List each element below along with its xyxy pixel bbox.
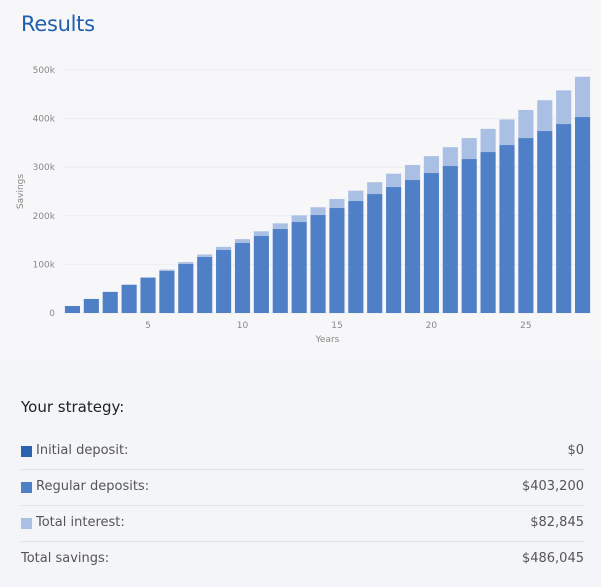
x-axis-ticks: 5 10 15 20 25 [145, 321, 531, 331]
bar-interest[interactable] [272, 223, 288, 230]
bar-interest[interactable] [178, 262, 194, 265]
bar-interest[interactable] [442, 147, 458, 167]
bar-interest[interactable] [461, 138, 477, 160]
divider [21, 541, 584, 542]
bar-deposits[interactable] [329, 208, 345, 313]
x-tick-label: 15 [331, 321, 342, 331]
bar-interest[interactable] [310, 207, 326, 216]
bar-interest[interactable] [386, 173, 402, 188]
y-tick-label: 100k [33, 260, 56, 270]
bar-interest[interactable] [348, 190, 364, 202]
bar-interest[interactable] [556, 90, 572, 125]
bar-deposits[interactable] [121, 285, 137, 313]
bar-interest[interactable] [216, 246, 232, 251]
bar-deposits[interactable] [556, 124, 572, 313]
bar-deposits[interactable] [253, 236, 269, 313]
bar-deposits[interactable] [102, 292, 118, 313]
bar-interest[interactable] [404, 164, 421, 181]
bar-interest[interactable] [121, 284, 137, 286]
divider [21, 505, 584, 506]
bar-deposits[interactable] [197, 257, 213, 313]
strategy-panel: Your strategy: Initial deposit: $0 Regul… [0, 360, 601, 587]
regular-deposits-value: $403,200 [521, 479, 584, 494]
bar-interest[interactable] [329, 199, 345, 209]
initial-deposit-label: Initial deposit: [36, 443, 129, 458]
total-interest-label: Total interest: [36, 515, 125, 530]
bar-interest[interactable] [234, 239, 251, 244]
initial-deposit-row: Initial deposit: $0 [21, 442, 584, 464]
bar-interest[interactable] [197, 254, 213, 258]
bar-deposits[interactable] [367, 194, 383, 313]
x-axis-label: Years [315, 335, 340, 345]
bar-deposits[interactable] [291, 222, 307, 313]
bar-interest[interactable] [291, 215, 307, 223]
regular-deposits-row: Regular deposits: $403,200 [21, 478, 584, 500]
bar-deposits[interactable] [404, 180, 421, 313]
total-interest-row: Total interest: $82,845 [21, 514, 584, 536]
savings-chart: 0 100k 200k 300k 400k 500k 5 10 15 20 25 Years Sa… [16, 66, 592, 345]
bar-deposits[interactable] [348, 201, 364, 313]
x-tick-label: 10 [237, 321, 249, 331]
results-title: Results [21, 12, 95, 36]
y-tick-label: 500k [33, 66, 56, 76]
bar-deposits[interactable] [216, 250, 232, 313]
bar-interest[interactable] [159, 269, 175, 272]
x-tick-label: 5 [145, 321, 151, 331]
y-tick-label: 300k [33, 163, 56, 173]
initial-deposit-swatch [21, 446, 32, 457]
bar-deposits[interactable] [480, 152, 496, 313]
strategy-title: Your strategy: [21, 398, 125, 416]
bar-deposits[interactable] [499, 145, 515, 313]
bar-interest[interactable] [499, 119, 515, 146]
bar-interest[interactable] [140, 277, 156, 279]
bar-interest[interactable] [253, 231, 269, 237]
divider [21, 469, 584, 470]
bar-interest[interactable] [537, 100, 553, 132]
bar-deposits[interactable] [310, 215, 326, 313]
total-interest-value: $82,845 [530, 515, 584, 530]
total-savings-label: Total savings: [21, 551, 110, 566]
bar-interest[interactable] [423, 156, 439, 174]
total-savings-row: Total savings: $486,045 [21, 550, 584, 572]
y-tick-label: 0 [49, 309, 55, 319]
bar-deposits[interactable] [159, 271, 175, 313]
bar-interest[interactable] [518, 109, 534, 139]
y-axis-ticks: 0 100k 200k 300k 400k 500k [33, 66, 56, 319]
bar-deposits[interactable] [83, 299, 99, 313]
bar-interest[interactable] [367, 182, 383, 195]
bar-deposits[interactable] [423, 173, 439, 313]
bar-deposits[interactable] [386, 187, 402, 313]
chart-bars [64, 76, 591, 313]
bar-deposits[interactable] [140, 278, 156, 313]
y-axis-label: Savings [16, 174, 26, 209]
x-tick-label: 25 [520, 321, 531, 331]
y-tick-label: 400k [33, 115, 56, 125]
bar-deposits[interactable] [178, 264, 194, 313]
bar-deposits[interactable] [442, 166, 458, 313]
total-interest-swatch [21, 518, 32, 529]
bar-deposits[interactable] [537, 131, 553, 313]
total-savings-value: $486,045 [521, 551, 584, 566]
y-tick-label: 200k [33, 212, 56, 222]
bar-deposits[interactable] [518, 138, 534, 313]
regular-deposits-swatch [21, 482, 32, 493]
regular-deposits-label: Regular deposits: [36, 479, 150, 494]
bar-interest[interactable] [574, 76, 591, 118]
x-tick-label: 20 [426, 321, 438, 331]
bar-deposits[interactable] [64, 306, 81, 313]
bar-deposits[interactable] [272, 229, 288, 313]
bar-deposits[interactable] [461, 159, 477, 313]
bar-interest[interactable] [480, 128, 496, 153]
initial-deposit-value: $0 [567, 443, 584, 458]
bar-deposits[interactable] [234, 243, 251, 313]
bar-deposits[interactable] [574, 117, 591, 313]
